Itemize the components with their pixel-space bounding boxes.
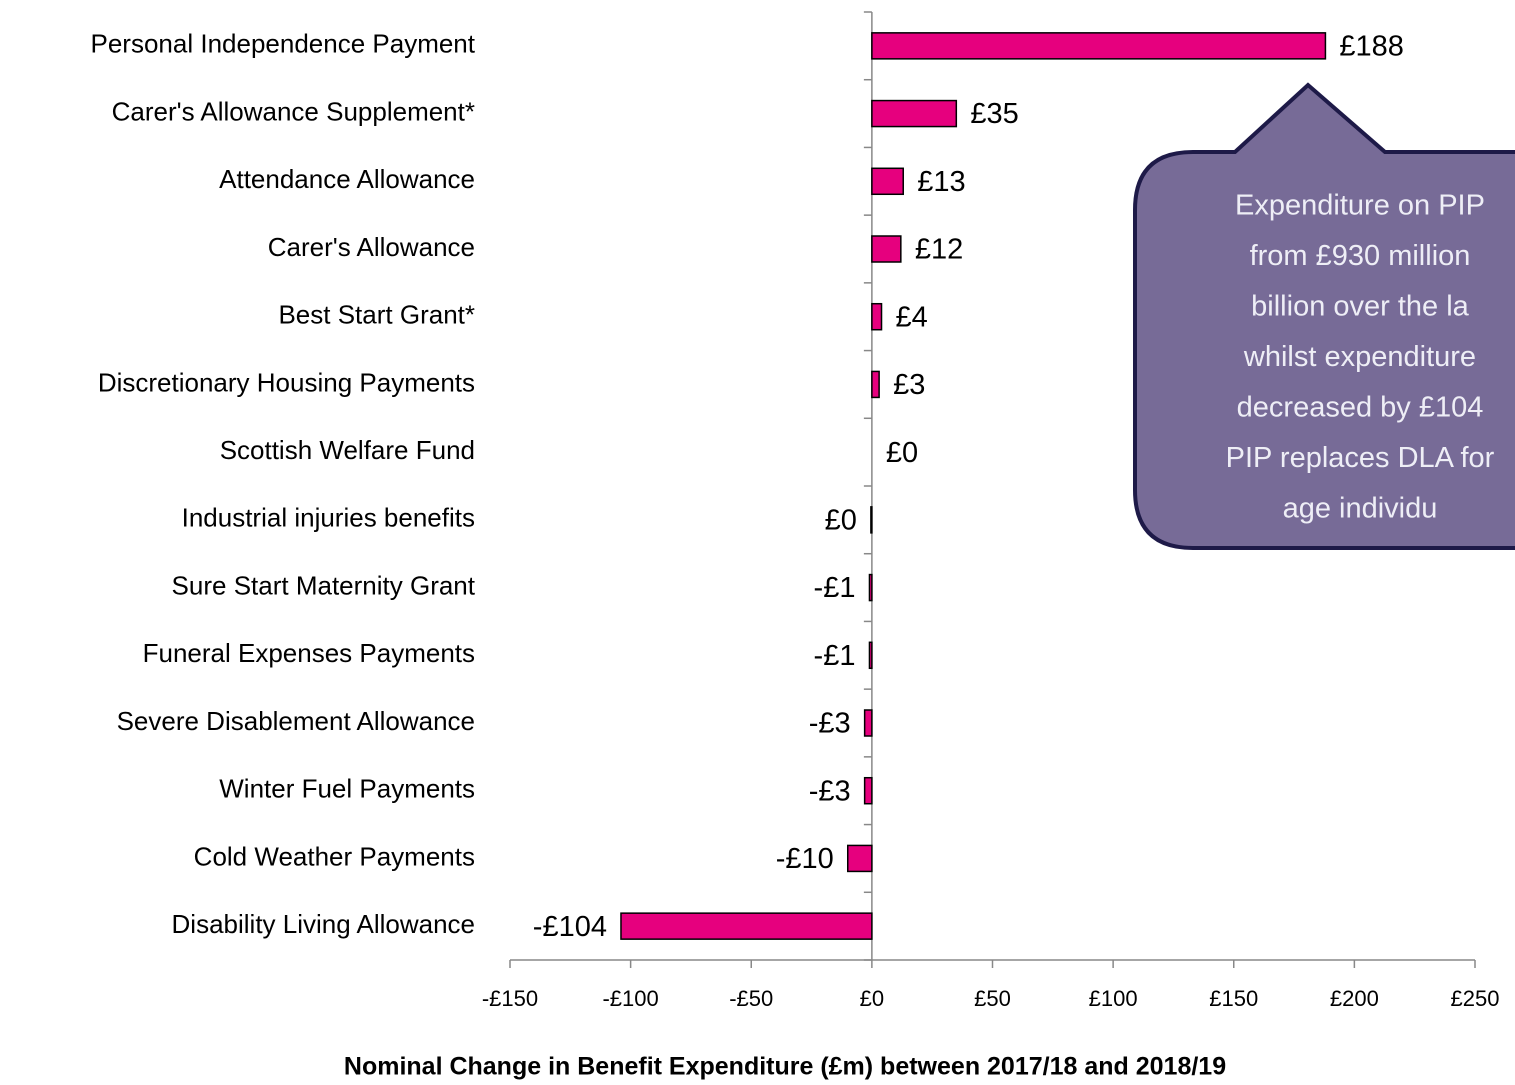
callout — [1133, 82, 1515, 550]
category-label: Carer's Allowance Supplement* — [112, 96, 475, 126]
x-tick-label: -£50 — [729, 986, 773, 1011]
annotation-line: from £930 million — [1250, 240, 1471, 272]
value-label: -£3 — [809, 708, 851, 740]
value-label: £0 — [825, 505, 857, 537]
annotation-line: Expenditure on PIP — [1235, 190, 1485, 222]
x-tick-label: £150 — [1209, 986, 1258, 1011]
category-label: Winter Fuel Payments — [219, 774, 475, 804]
x-axis-title: Nominal Change in Benefit Expenditure (£… — [344, 1053, 1226, 1081]
x-tick-label: £200 — [1330, 986, 1379, 1011]
bar — [847, 844, 873, 873]
bar — [871, 32, 1327, 60]
bar — [863, 776, 873, 805]
bar — [868, 573, 873, 602]
x-tick-label: £100 — [1089, 986, 1138, 1011]
annotation-line: decreased by £104 — [1237, 392, 1484, 424]
value-label: -£1 — [814, 640, 856, 672]
value-label: £12 — [915, 234, 963, 266]
category-label: Sure Start Maternity Grant — [172, 570, 476, 600]
value-label: £188 — [1339, 31, 1404, 63]
x-tick-label: -£100 — [602, 986, 658, 1011]
value-label: £3 — [893, 369, 925, 401]
value-label: -£3 — [809, 775, 851, 807]
bar — [868, 641, 873, 670]
bar — [863, 709, 873, 737]
category-label: Discretionary Housing Payments — [98, 367, 475, 397]
bar — [620, 912, 873, 940]
annotation-line: age individu — [1283, 493, 1438, 525]
category-label: Attendance Allowance — [219, 164, 475, 194]
category-label: Funeral Expenses Payments — [143, 638, 475, 668]
value-label: £0 — [886, 437, 918, 469]
value-label: £4 — [896, 301, 928, 333]
x-tick-label: £250 — [1451, 986, 1500, 1011]
value-label: -£104 — [533, 911, 607, 943]
category-label: Disability Living Allowance — [172, 909, 475, 939]
annotation-line: billion over the la — [1251, 291, 1469, 323]
category-label: Industrial injuries benefits — [182, 503, 475, 533]
annotation-line: PIP replaces DLA for — [1226, 442, 1495, 474]
category-label: Carer's Allowance — [268, 232, 475, 262]
bar — [870, 506, 873, 534]
category-label: Severe Disablement Allowance — [117, 706, 475, 736]
value-label: £13 — [917, 166, 965, 198]
x-tick-label: -£150 — [482, 986, 538, 1011]
bar — [871, 370, 880, 399]
value-label: £35 — [970, 98, 1018, 130]
bar — [871, 302, 883, 331]
category-label: Scottish Welfare Fund — [220, 435, 475, 465]
bar — [871, 235, 902, 263]
x-tick-label: £50 — [974, 986, 1011, 1011]
value-label: -£10 — [776, 843, 834, 875]
x-tick-label: £0 — [860, 986, 884, 1011]
category-label: Cold Weather Payments — [194, 841, 475, 871]
bar — [871, 167, 904, 196]
value-label: -£1 — [814, 572, 856, 604]
category-label: Best Start Grant* — [278, 300, 475, 330]
category-label: Personal Independence Payment — [91, 29, 476, 59]
annotation-line: whilst expenditure — [1243, 341, 1476, 373]
bar — [871, 99, 958, 128]
